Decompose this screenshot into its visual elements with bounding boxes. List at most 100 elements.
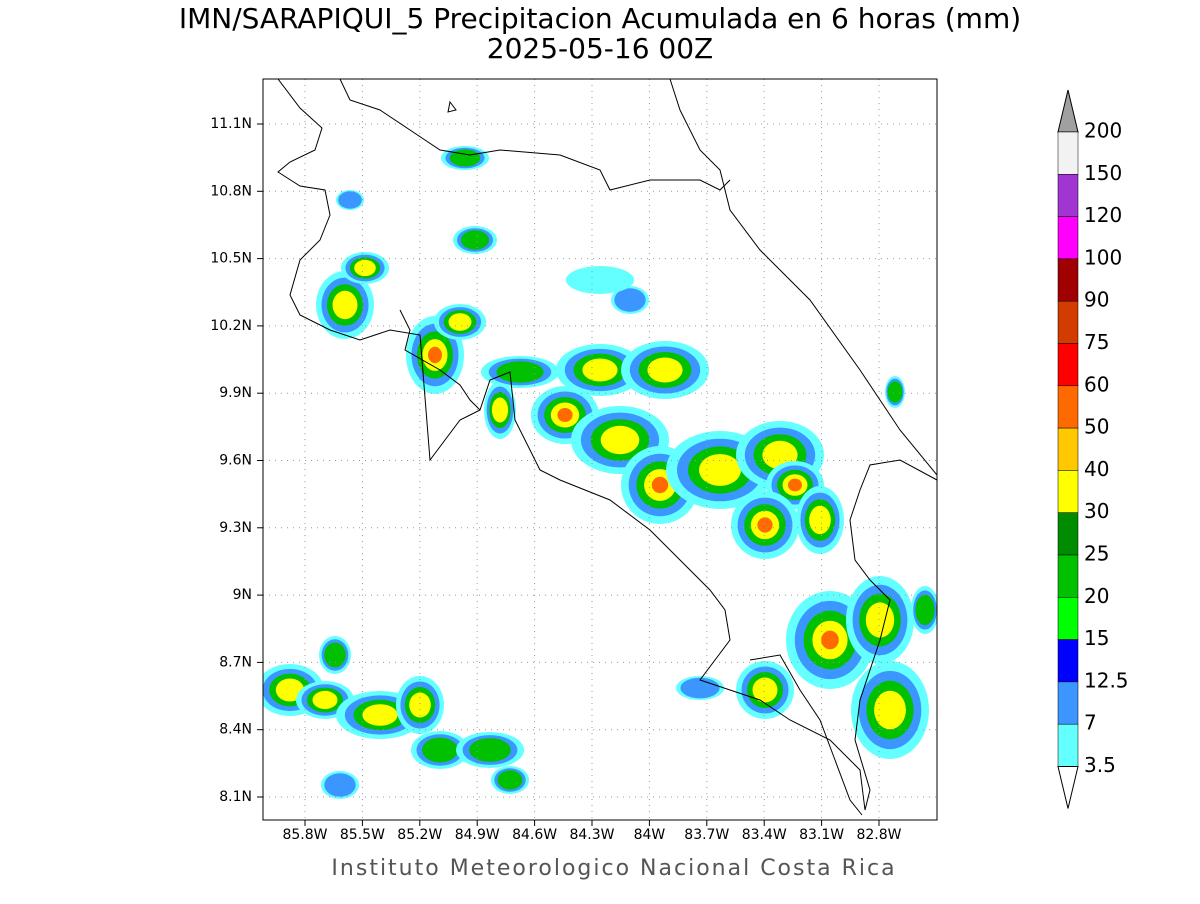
border xyxy=(339,79,731,191)
lon-label: 83.7W xyxy=(684,827,729,843)
lat-label: 9.9N xyxy=(219,385,252,401)
lon-label: 85.2W xyxy=(397,827,442,843)
colorbar-over xyxy=(1057,89,1079,133)
rain-area xyxy=(428,346,442,364)
lat-label: 10.5N xyxy=(210,251,252,267)
lat-label: 9N xyxy=(233,587,252,603)
rain-area xyxy=(821,630,839,650)
lon-label: 82.8W xyxy=(856,827,901,843)
rain-area xyxy=(680,677,720,699)
rain-area xyxy=(614,288,646,312)
lat-label: 9.6N xyxy=(219,453,252,469)
rain-area xyxy=(491,397,509,423)
colorbar-label: 90 xyxy=(1084,288,1109,312)
coastline xyxy=(277,79,937,811)
colorbar-box xyxy=(1057,258,1079,302)
rain-area xyxy=(332,290,358,320)
colorbar-label: 120 xyxy=(1084,203,1122,227)
lon-label: 85.5W xyxy=(340,827,385,843)
colorbar-label: 150 xyxy=(1084,161,1122,185)
rain-area xyxy=(497,770,523,790)
colorbar-label: 50 xyxy=(1084,415,1109,439)
island xyxy=(447,100,457,113)
rain-area xyxy=(582,358,618,382)
rain-area xyxy=(566,266,634,294)
coastline xyxy=(399,309,481,411)
lon-label: 83.4W xyxy=(742,827,787,843)
colorbar-box xyxy=(1057,300,1079,344)
lon-label: 84.9W xyxy=(455,827,500,843)
rain-area xyxy=(874,690,906,730)
title: IMN/SARAPIQUI_5 Precipitacion Acumulada … xyxy=(179,2,1021,35)
rain-area xyxy=(324,773,356,797)
colorbar-label: 40 xyxy=(1084,457,1109,481)
rain-area xyxy=(752,677,778,703)
colorbar-label: 3.5 xyxy=(1084,753,1116,777)
lat-label: 10.8N xyxy=(210,183,252,199)
rain-area xyxy=(362,704,398,726)
grid: 11.1N 10.8N 10.5N 10.2N 9.9N 9.6N 9.3N 9N 8.7N 8.… xyxy=(210,79,937,843)
credit: Instituto Meteorologico Nacional Costa R… xyxy=(331,856,896,881)
subtitle: 2025-05-16 00Z xyxy=(487,32,713,65)
rain-area xyxy=(887,381,903,403)
colorbar-box xyxy=(1057,639,1079,683)
colorbar-box xyxy=(1057,174,1079,217)
colorbar-label: 25 xyxy=(1084,542,1109,566)
coastlines xyxy=(277,79,937,816)
lat-label: 8.1N xyxy=(219,789,252,805)
lon-label: 84W xyxy=(634,827,666,843)
rain-area xyxy=(338,191,362,209)
rain-area xyxy=(600,425,640,455)
colorbar-label: 20 xyxy=(1084,584,1109,608)
colorbar-label: 7 xyxy=(1084,711,1097,735)
border xyxy=(749,654,863,816)
colorbar-box xyxy=(1057,385,1079,429)
colorbar-label: 12.5 xyxy=(1084,668,1129,692)
rain-area xyxy=(449,149,481,167)
lon-label: 83.1W xyxy=(799,827,844,843)
lon-label: 84.3W xyxy=(569,827,614,843)
rain-area xyxy=(757,517,773,533)
rain-area xyxy=(448,313,472,331)
lon-label: 84.6W xyxy=(512,827,557,843)
rain-area xyxy=(788,478,802,492)
rain-area xyxy=(651,476,669,494)
colorbar-box xyxy=(1057,681,1079,725)
rain-area xyxy=(809,505,831,535)
colorbar-box xyxy=(1057,470,1079,513)
rain-area xyxy=(496,361,544,383)
colorbar-label: 30 xyxy=(1084,499,1109,523)
colorbar-box xyxy=(1057,512,1079,556)
lat-label: 9.3N xyxy=(219,520,252,536)
rain-area xyxy=(354,259,376,277)
rain-area xyxy=(699,454,741,486)
colorbar-under xyxy=(1057,766,1079,809)
colorbar-box xyxy=(1057,427,1079,471)
colorbar-label: 60 xyxy=(1084,372,1109,396)
colorbar-label: 100 xyxy=(1084,245,1122,269)
lat-label: 8.4N xyxy=(219,722,252,738)
colorbar-box xyxy=(1057,343,1079,387)
rain-area xyxy=(409,692,431,718)
precipitation-field xyxy=(263,146,937,799)
colorbar-box xyxy=(1057,554,1079,598)
rain-area xyxy=(469,738,511,762)
rain-area xyxy=(324,642,346,668)
colorbar-box xyxy=(1057,131,1079,175)
rain-area xyxy=(312,690,338,710)
plot-frame xyxy=(262,78,938,821)
colorbar-label: 200 xyxy=(1084,119,1122,143)
rain-area xyxy=(422,737,458,763)
lat-label: 8.7N xyxy=(219,654,252,670)
rain-area xyxy=(460,230,490,250)
rain-area xyxy=(647,357,683,383)
colorbar: 200 150 120 100 90 75 60 50 40 30 25 20 15 12.5 7 3.5 xyxy=(1057,89,1129,809)
rain-area xyxy=(915,594,935,626)
rain-area xyxy=(557,408,573,422)
lat-label: 11.1N xyxy=(210,116,252,132)
rain-area xyxy=(865,602,895,638)
colorbar-label: 15 xyxy=(1084,626,1109,650)
colorbar-box xyxy=(1057,216,1079,260)
colorbar-box xyxy=(1057,597,1079,640)
